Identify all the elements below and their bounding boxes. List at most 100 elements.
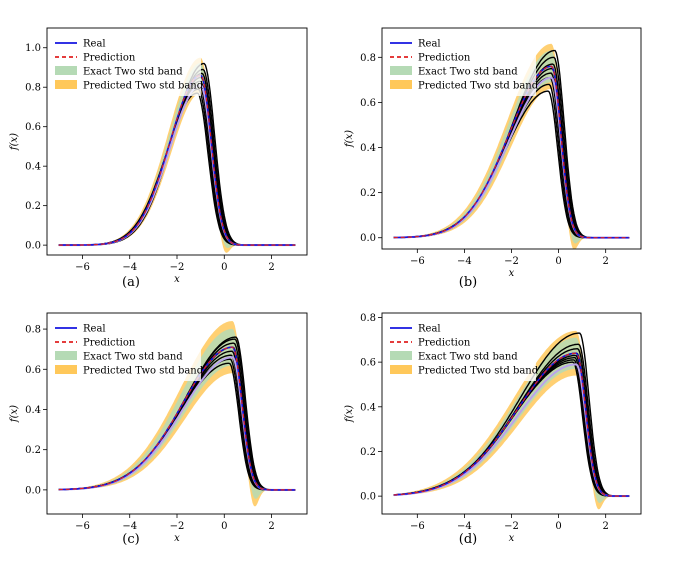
chart-panel-1: −6 −4 −2 0 2 0.0 0.2 0.4 0.6 0.8 1.0 x f(x) Real Predi… [9,27,308,285]
legend-predicted-band-swatch [55,365,77,374]
legend-predicted-band: Predicted Two std band [83,81,204,92]
legend: Real Prediction Exact Two std band Predicte… [386,319,539,381]
prediction-series-line [393,65,630,239]
x-tick-label: −4 [457,256,472,267]
plot-area [58,57,296,253]
x-tick-label: −2 [504,256,519,267]
x-tick-label: −6 [75,262,90,273]
legend-exact-band-swatch [55,66,77,75]
mean-curve [393,76,630,239]
plot-area [393,330,630,510]
legend-predicted-band: Predicted Two std band [418,81,539,92]
legend-exact-band-swatch [390,351,412,360]
legend-predicted-band: Predicted Two std band [83,366,204,377]
real-series-line [58,74,296,246]
exact-two-std-band [393,337,630,503]
chart-panel-3: −6 −4 −2 0 2 0.0 0.2 0.4 0.6 0.8 x f(x) Real Predicti… [9,312,308,544]
y-tick-label: 0.0 [360,233,376,244]
x-tick-label: 2 [268,262,274,273]
y-tick-label: 0.6 [360,358,376,369]
legend-real: Real [83,39,106,50]
x-axis-label: x [174,533,180,544]
legend-prediction: Prediction [83,338,136,349]
sample-curve [393,77,630,239]
y-tick-label: 0.2 [360,188,376,199]
x-tick-label: 0 [555,256,561,267]
legend-prediction: Prediction [418,338,471,349]
y-tick-label: 0.8 [360,53,376,64]
prediction-series-line [58,346,296,491]
y-axis-label: f(x) [344,405,355,423]
legend-predicted-band-swatch [55,80,77,89]
sample-curve [393,83,630,239]
y-tick-label: 0.0 [25,485,41,496]
y-tick-label: 0.2 [360,447,376,458]
y-tick-label: 0.2 [25,445,41,456]
x-axis-label: x [174,274,180,285]
legend-exact-band: Exact Two std band [83,67,183,78]
y-tick-label: 0.8 [360,313,376,324]
x-tick-label: −4 [457,521,472,532]
y-tick-label: 0.6 [25,365,41,376]
legend-real: Real [418,39,441,50]
x-tick-label: 0 [221,262,227,273]
y-tick-label: 0.4 [360,143,376,154]
x-tick-label: 2 [602,521,608,532]
x-tick-label: 0 [555,521,561,532]
panel-caption: (c) [122,532,140,547]
legend-prediction: Prediction [83,53,136,64]
y-tick-label: 0.2 [25,201,41,212]
y-tick-label: 0.6 [25,122,41,133]
x-tick-label: 2 [602,256,608,267]
y-tick-label: 1.0 [25,43,41,54]
legend-prediction: Prediction [418,53,471,64]
y-tick-label: 0.6 [360,98,376,109]
x-axis-label: x [509,533,515,544]
y-tick-label: 0.0 [360,492,376,503]
legend-real: Real [83,324,106,335]
x-tick-label: −6 [410,521,425,532]
legend-exact-band-swatch [390,66,412,75]
x-tick-label: −6 [410,256,425,267]
panel-caption: (b) [458,275,478,290]
x-tick-label: −2 [504,521,519,532]
x-tick-label: −4 [122,521,137,532]
x-tick-label: −4 [122,262,137,273]
x-tick-label: −6 [75,521,90,532]
plot-area [58,321,296,507]
x-tick-label: 2 [268,521,274,532]
plot-area [393,43,630,249]
sample-curve [58,72,296,246]
legend-real: Real [418,324,441,335]
panel-caption: (d) [458,532,478,547]
prediction-series-line [393,352,630,497]
y-tick-label: 0.4 [25,162,41,173]
legend-exact-band: Exact Two std band [418,352,518,363]
legend-exact-band: Exact Two std band [83,352,183,363]
legend-predicted-band: Predicted Two std band [418,366,539,377]
legend: Real Prediction Exact Two std band Predicte… [386,34,539,96]
y-axis-label: f(x) [344,130,355,148]
y-tick-label: 0.8 [25,83,41,94]
legend-exact-band-swatch [55,351,77,360]
legend-predicted-band-swatch [390,80,412,89]
x-tick-label: −2 [170,521,185,532]
legend-exact-band: Exact Two std band [418,67,518,78]
panel-caption: (a) [122,275,140,290]
x-tick-label: −2 [170,262,185,273]
y-axis-label: f(x) [9,133,20,151]
legend: Real Prediction Exact Two std band Predicte… [51,319,204,381]
legend-predicted-band-swatch [390,365,412,374]
x-tick-label: 0 [221,521,227,532]
chart-panel-2: −6 −4 −2 0 2 0.0 0.2 0.4 0.6 0.8 x f(x) Real Predicti… [344,27,642,279]
chart-panel-4: −6 −4 −2 0 2 0.0 0.2 0.4 0.6 0.8 x f(x) Real Predicti… [344,312,642,544]
x-axis-label: x [509,268,515,279]
y-axis-label: f(x) [9,405,20,423]
prediction-series-line [58,74,296,246]
y-tick-label: 0.8 [25,325,41,336]
y-tick-label: 0.4 [360,402,376,413]
legend: Real Prediction Exact Two std band Predicte… [51,34,204,96]
sample-curve [393,72,630,239]
y-tick-label: 0.4 [25,405,41,416]
